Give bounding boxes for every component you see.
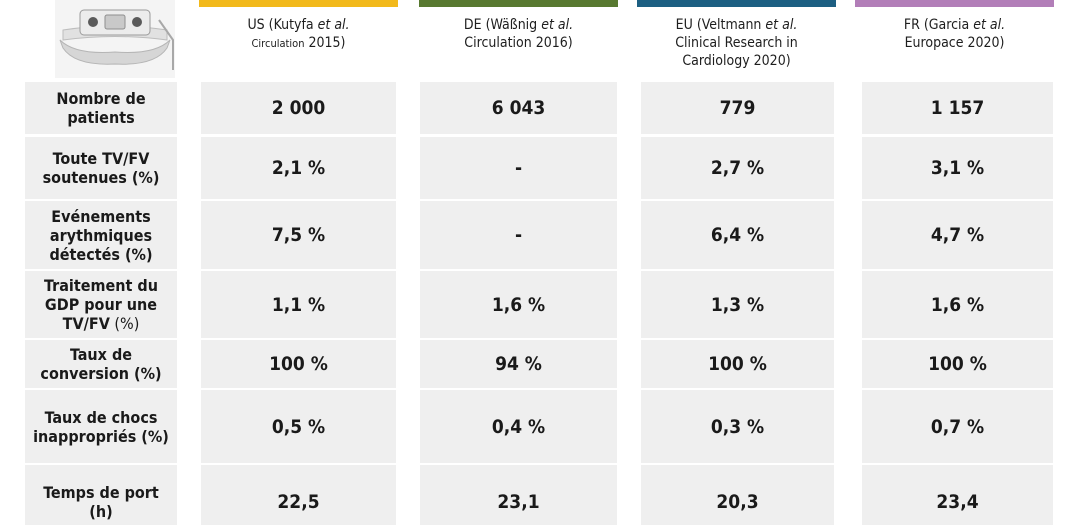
study-header: DE (Wäßnig et al. Circulation 2016)	[419, 16, 618, 80]
study-header-prefix: FR (Garcia	[903, 17, 974, 33]
row-label: Taux de chocs inappropriés (%)	[25, 390, 177, 463]
study-header-journal: Clinical Research in	[675, 35, 798, 51]
row-label-line: conversion (%)	[40, 364, 162, 383]
row-label-line: patients	[67, 108, 135, 127]
table-cell: 2,1 %	[201, 137, 396, 199]
table-cell: 23,4	[862, 465, 1053, 525]
table-cell: 4,7 %	[862, 201, 1053, 269]
study-color-bar	[419, 0, 618, 7]
row-label-line: (h)	[89, 502, 113, 521]
row-label-line: soutenues (%)	[42, 168, 160, 187]
study-header: FR (Garcia et al. Europace 2020)	[855, 16, 1054, 80]
study-header-line3: Cardiology 2020)	[682, 53, 791, 69]
row-label-line: Nombre de	[56, 89, 146, 108]
table-cell: 0,3 %	[641, 390, 834, 463]
row-label: Taux de conversion (%)	[25, 340, 177, 388]
table-cell: 1,3 %	[641, 271, 834, 338]
table-cell: 6,4 %	[641, 201, 834, 269]
table-cell: -	[420, 137, 617, 199]
table-cell: 1,6 %	[862, 271, 1053, 338]
row-label-line: TV/FV (%)	[62, 314, 140, 333]
table-cell: 6 043	[420, 82, 617, 134]
table-cell: 779	[641, 82, 834, 134]
table-cell: 2 000	[201, 82, 396, 134]
row-label-line: GDP pour une	[44, 295, 158, 314]
study-header-etal: et al.	[765, 17, 798, 33]
study-header-etal: et al.	[973, 17, 1006, 33]
study-color-bar	[637, 0, 836, 7]
row-label-line: Taux de	[69, 345, 133, 364]
table-cell: 0,4 %	[420, 390, 617, 463]
study-color-bar	[855, 0, 1054, 7]
study-header-journal: Circulation 2016)	[464, 35, 573, 51]
table-cell: 23,1	[420, 465, 617, 525]
row-label: Evénements arythmiques détectés (%)	[25, 201, 177, 269]
table-cell: 1,6 %	[420, 271, 617, 338]
table-cell: 3,1 %	[862, 137, 1053, 199]
table-cell: 94 %	[420, 340, 617, 388]
study-header-journal: Europace 2020)	[904, 35, 1005, 51]
table-cell: 1 157	[862, 82, 1053, 134]
row-label-line: Evénements	[51, 206, 151, 226]
row-label-line: inappropriés (%)	[33, 426, 169, 446]
table-cell: 22,5	[201, 465, 396, 525]
study-header-prefix: EU (Veltmann	[675, 17, 766, 33]
table-cell: 2,7 %	[641, 137, 834, 199]
study-header-year: 2015)	[304, 35, 346, 51]
row-label: Toute TV/FV soutenues (%)	[25, 137, 177, 199]
table-cell: 100 %	[201, 340, 396, 388]
study-header-etal: et al.	[541, 17, 574, 33]
table-cell: 0,5 %	[201, 390, 396, 463]
study-header-prefix: DE (Wäßnig	[463, 17, 542, 33]
study-header-etal: et al.	[317, 17, 350, 33]
table-cell: 100 %	[862, 340, 1053, 388]
row-label-line: arythmiques	[49, 225, 153, 245]
row-label-suffix: (%)	[109, 314, 140, 333]
row-label: Nombre de patients	[25, 82, 177, 134]
study-color-bar	[199, 0, 398, 7]
study-header: EU (Veltmann et al. Clinical Research in C…	[637, 16, 836, 80]
row-label-line: Toute TV/FV	[52, 149, 150, 168]
row-label: Temps de port (h)	[25, 465, 177, 525]
row-label-line: Traitement du	[44, 276, 158, 295]
table-cell: 100 %	[641, 340, 834, 388]
study-header: US (Kutyfa et al. Circulation 2015)	[199, 16, 398, 80]
table-cell: 1,1 %	[201, 271, 396, 338]
study-header-journal: Circulation	[251, 37, 305, 50]
row-label-line: Temps de port	[43, 483, 159, 502]
table-cell: 7,5 %	[201, 201, 396, 269]
row-label-line: détectés (%)	[49, 244, 153, 264]
table-cell: 20,3	[641, 465, 834, 525]
table-cell: 0,7 %	[862, 390, 1053, 463]
table-cell: -	[420, 201, 617, 269]
study-header-prefix: US (Kutyfa	[247, 17, 318, 33]
row-label: Traitement du GDP pour une TV/FV (%)	[25, 271, 177, 338]
row-label-line: Taux de chocs	[44, 407, 158, 427]
wearable-defibrillator-image	[55, 0, 175, 78]
